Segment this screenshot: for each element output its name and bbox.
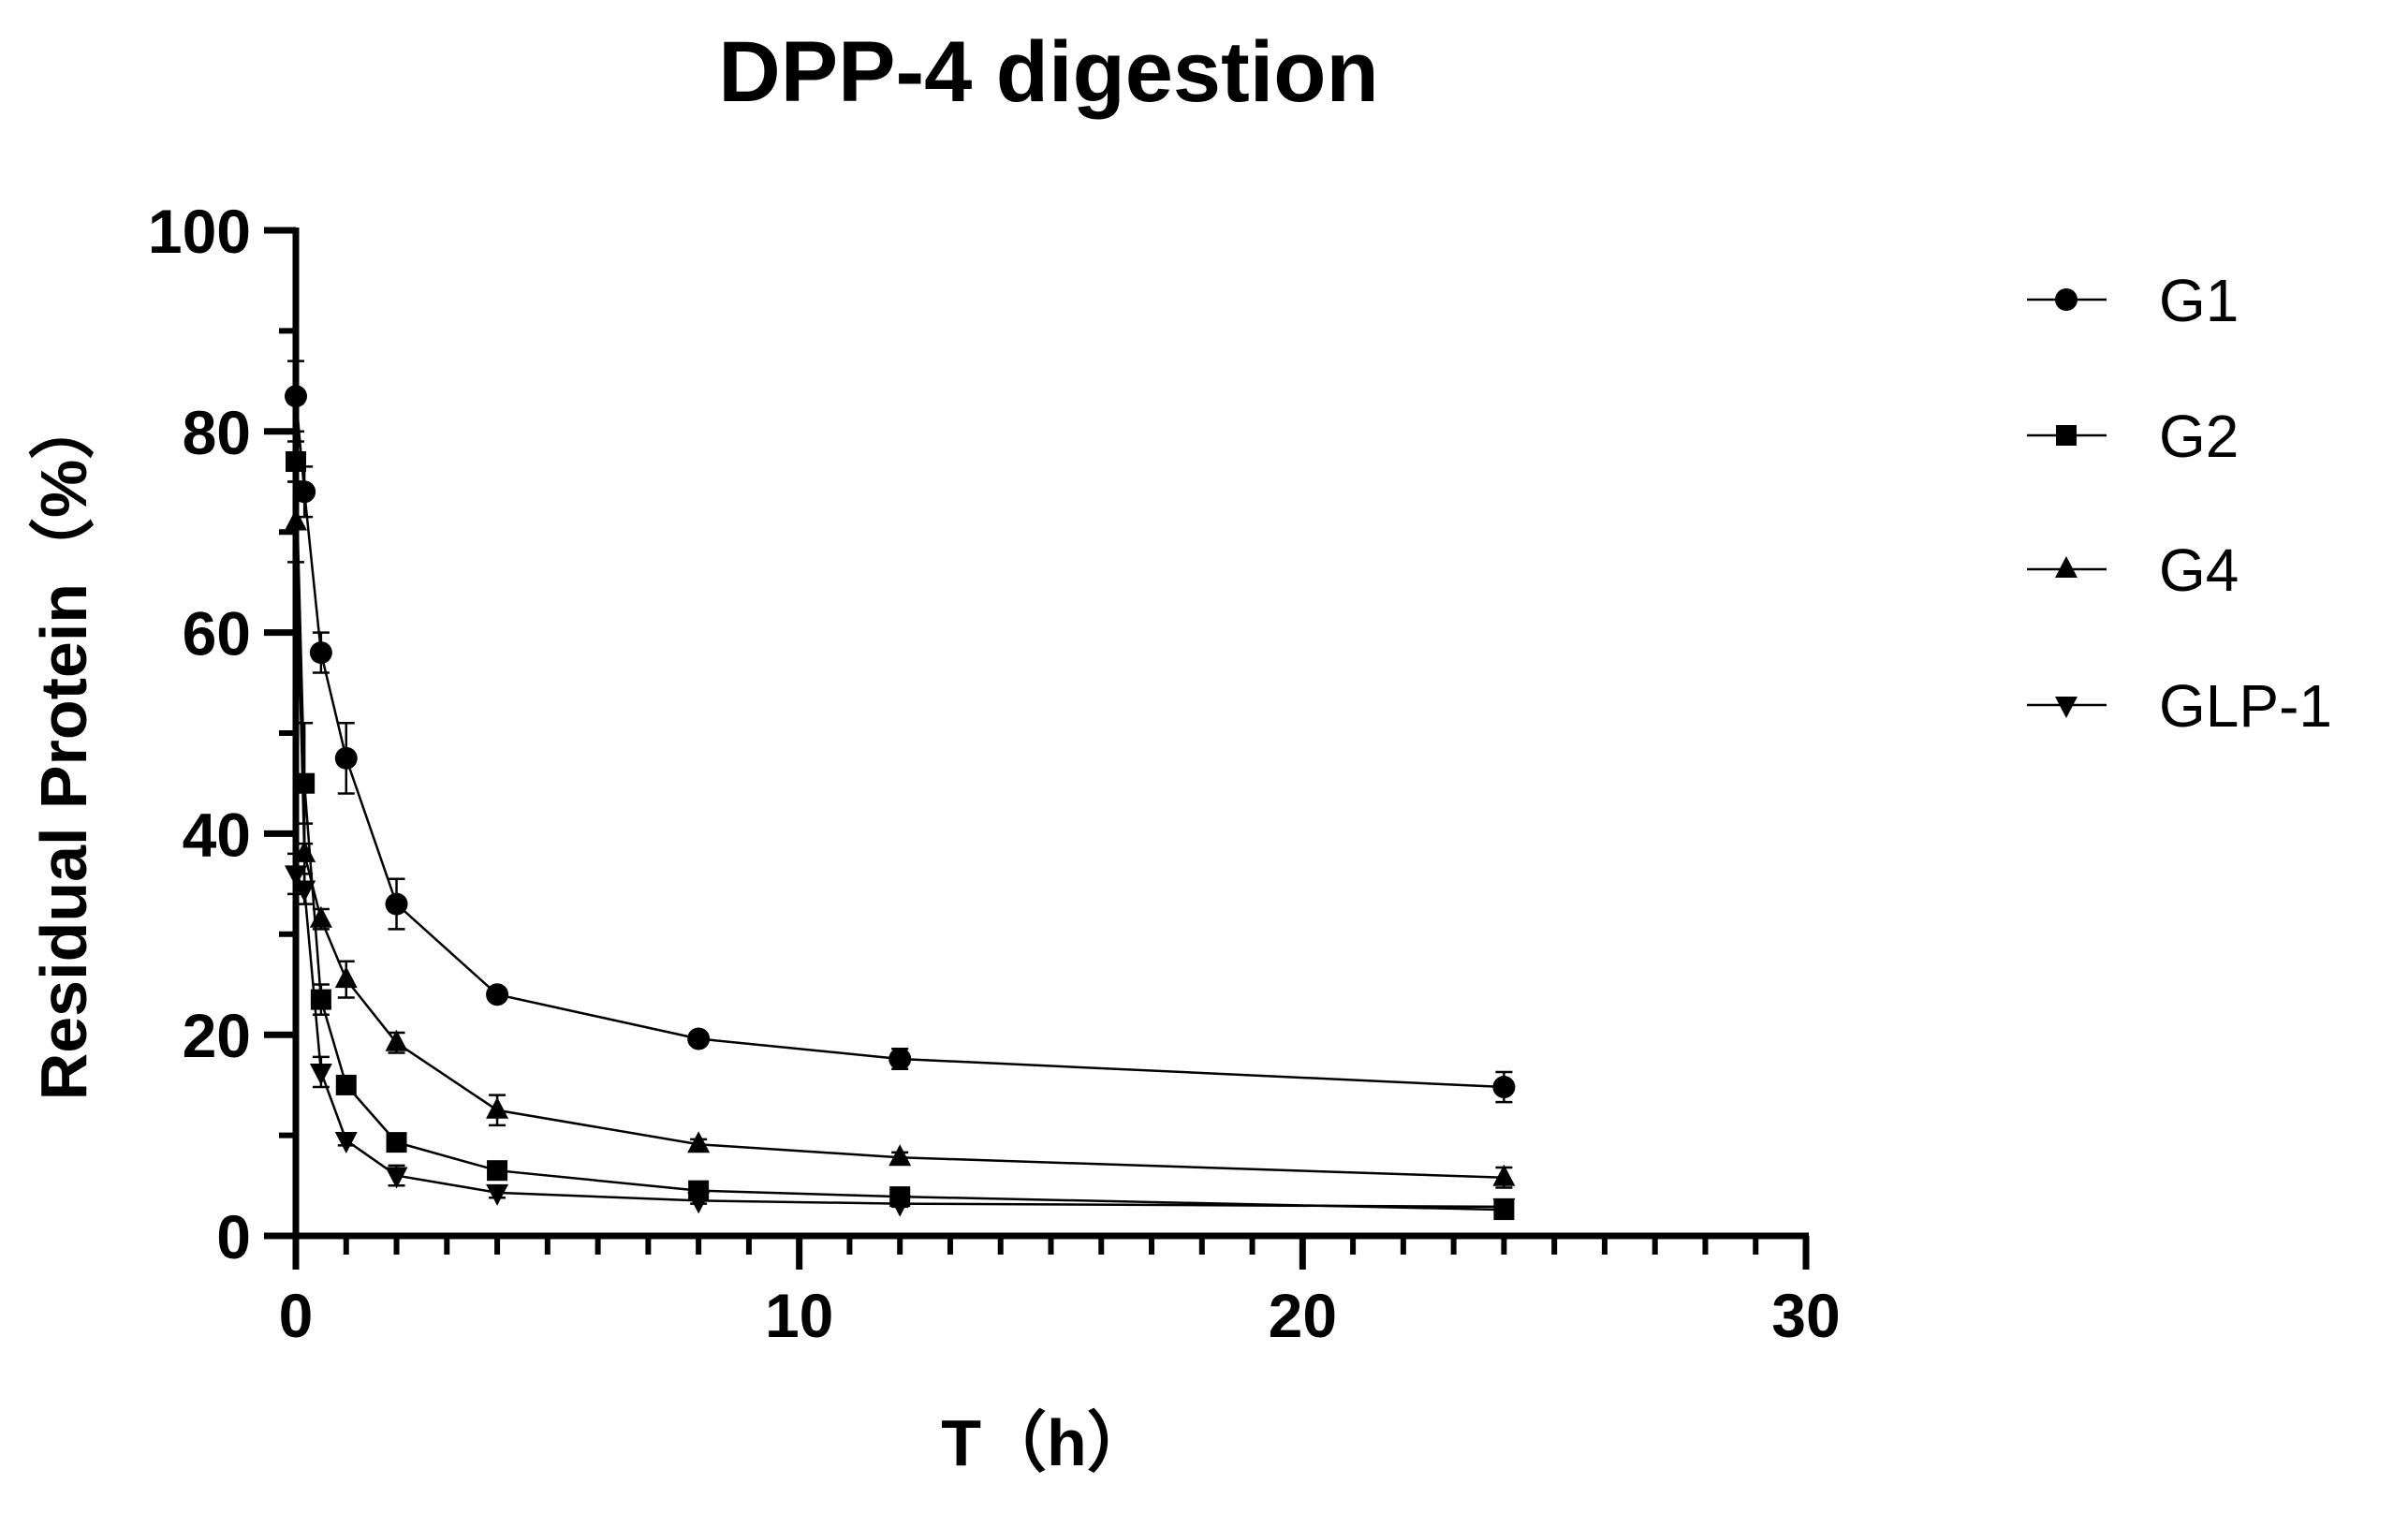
- x-tick-label: 20: [1269, 1281, 1337, 1350]
- data-point-g1: [293, 480, 316, 504]
- data-point-g1: [1492, 1076, 1516, 1099]
- data-point-g1: [687, 1027, 711, 1050]
- data-point-g1: [285, 385, 307, 408]
- data-point-g4: [334, 966, 358, 989]
- data-point-g1: [486, 983, 509, 1006]
- data-point-g1: [334, 746, 358, 770]
- x-tick-label: 30: [1771, 1281, 1840, 1350]
- data-point-g4: [888, 1144, 912, 1167]
- data-point-glp-1: [687, 1192, 711, 1214]
- x-axis-label: T（h）: [941, 1406, 1153, 1479]
- x-tick-label: 10: [765, 1281, 833, 1350]
- legend-label-glp-1: GLP-1: [2159, 672, 2332, 740]
- data-point-g1: [309, 641, 332, 665]
- data-point-glp-1: [285, 865, 307, 888]
- data-point-g2: [335, 1074, 357, 1095]
- legend-label-g2: G2: [2159, 403, 2239, 470]
- y-axis-label: Residual Protein（%）: [27, 394, 100, 1101]
- data-point-g2: [286, 451, 306, 473]
- data-point-g2: [487, 1160, 508, 1182]
- data-point-g4: [309, 905, 332, 928]
- chart-title: DPP-4 digestion: [718, 24, 1378, 120]
- data-point-glp-1: [486, 1183, 509, 1206]
- data-point-g2: [294, 772, 316, 794]
- series-g1: [285, 360, 1516, 1104]
- y-tick-label: 40: [183, 800, 251, 869]
- series-line-g1: [294, 396, 1505, 1089]
- data-point-glp-1: [334, 1131, 358, 1153]
- y-tick-label: 80: [183, 398, 251, 467]
- x-tick-label: 0: [279, 1281, 314, 1350]
- legend-marker-g2: [2056, 425, 2077, 446]
- series-g4: [285, 480, 1516, 1189]
- data-point-g4: [687, 1131, 711, 1153]
- legend-marker-g1: [2055, 288, 2078, 311]
- data-point-glp-1: [1492, 1197, 1516, 1220]
- legend-marker-g4: [2055, 556, 2078, 578]
- data-point-g4: [486, 1096, 509, 1119]
- data-point-glp-1: [385, 1167, 408, 1189]
- data-point-g4: [285, 508, 307, 531]
- legend-item-g1: G1: [2027, 267, 2239, 334]
- data-point-glp-1: [293, 880, 316, 903]
- legend-item-g2: G2: [2027, 403, 2239, 470]
- legend-marker-glp-1: [2055, 697, 2078, 718]
- data-point-g4: [1492, 1164, 1516, 1186]
- series-g2: [286, 440, 1515, 1221]
- legend-item-g4: G4: [2027, 536, 2239, 604]
- data-point-g1: [385, 892, 408, 916]
- y-tick-label: 60: [183, 599, 251, 668]
- legend-label-g4: G4: [2159, 536, 2239, 604]
- data-point-g2: [386, 1132, 407, 1153]
- legend-item-glp-1: GLP-1: [2027, 672, 2332, 740]
- y-tick-label: 100: [148, 197, 251, 266]
- series-glp-1: [285, 852, 1516, 1220]
- y-tick-label: 0: [216, 1202, 251, 1271]
- y-tick-label: 20: [183, 1001, 251, 1070]
- series-layer: [285, 360, 1516, 1221]
- data-point-g4: [293, 840, 316, 862]
- data-point-g1: [888, 1047, 912, 1070]
- legend: G1 G2 G4 GLP-1: [2027, 267, 2332, 740]
- data-point-glp-1: [309, 1063, 332, 1085]
- data-point-glp-1: [888, 1195, 912, 1217]
- legend-label-g1: G1: [2159, 267, 2239, 334]
- data-point-g4: [385, 1029, 408, 1051]
